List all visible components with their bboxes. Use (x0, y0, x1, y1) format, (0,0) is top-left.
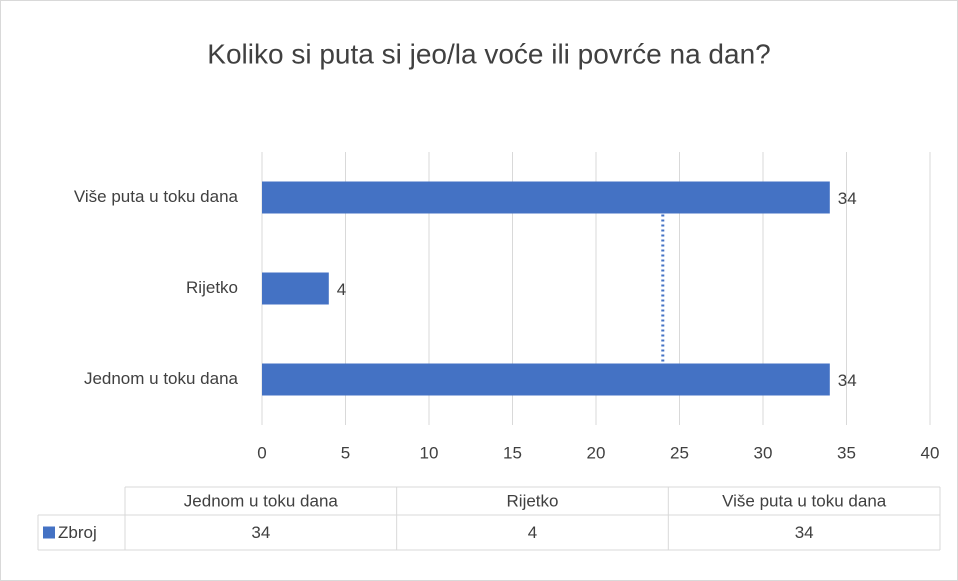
x-tick-label: 15 (503, 443, 522, 462)
x-tick-label: 5 (341, 443, 350, 462)
data-label: 4 (337, 280, 346, 299)
table-header: Jednom u toku dana (184, 491, 339, 510)
legend-swatch (43, 526, 55, 539)
data-label: 34 (838, 189, 857, 208)
chart-title: Koliko si puta si jeo/la voće ili povrće… (207, 38, 770, 69)
x-tick-label: 30 (754, 443, 773, 462)
x-tick-label: 10 (420, 443, 439, 462)
x-tick-label: 25 (670, 443, 689, 462)
y-tick-label: Jednom u toku dana (84, 369, 239, 388)
data-label: 34 (838, 371, 857, 390)
bar (262, 181, 830, 214)
x-tick-label: 20 (587, 443, 606, 462)
table-header: Više puta u toku dana (722, 491, 887, 510)
bar (262, 363, 830, 396)
bar (262, 272, 329, 305)
x-tick-label: 40 (921, 443, 940, 462)
y-tick-label: Više puta u toku dana (74, 187, 239, 206)
x-tick-label: 0 (257, 443, 266, 462)
legend-label: Zbroj (58, 523, 97, 542)
table-cell: 34 (251, 523, 270, 542)
y-tick-label: Rijetko (186, 278, 238, 297)
x-tick-label: 35 (837, 443, 856, 462)
table-cell: 4 (528, 523, 537, 542)
table-cell: 34 (795, 523, 814, 542)
table-header: Rijetko (507, 491, 559, 510)
